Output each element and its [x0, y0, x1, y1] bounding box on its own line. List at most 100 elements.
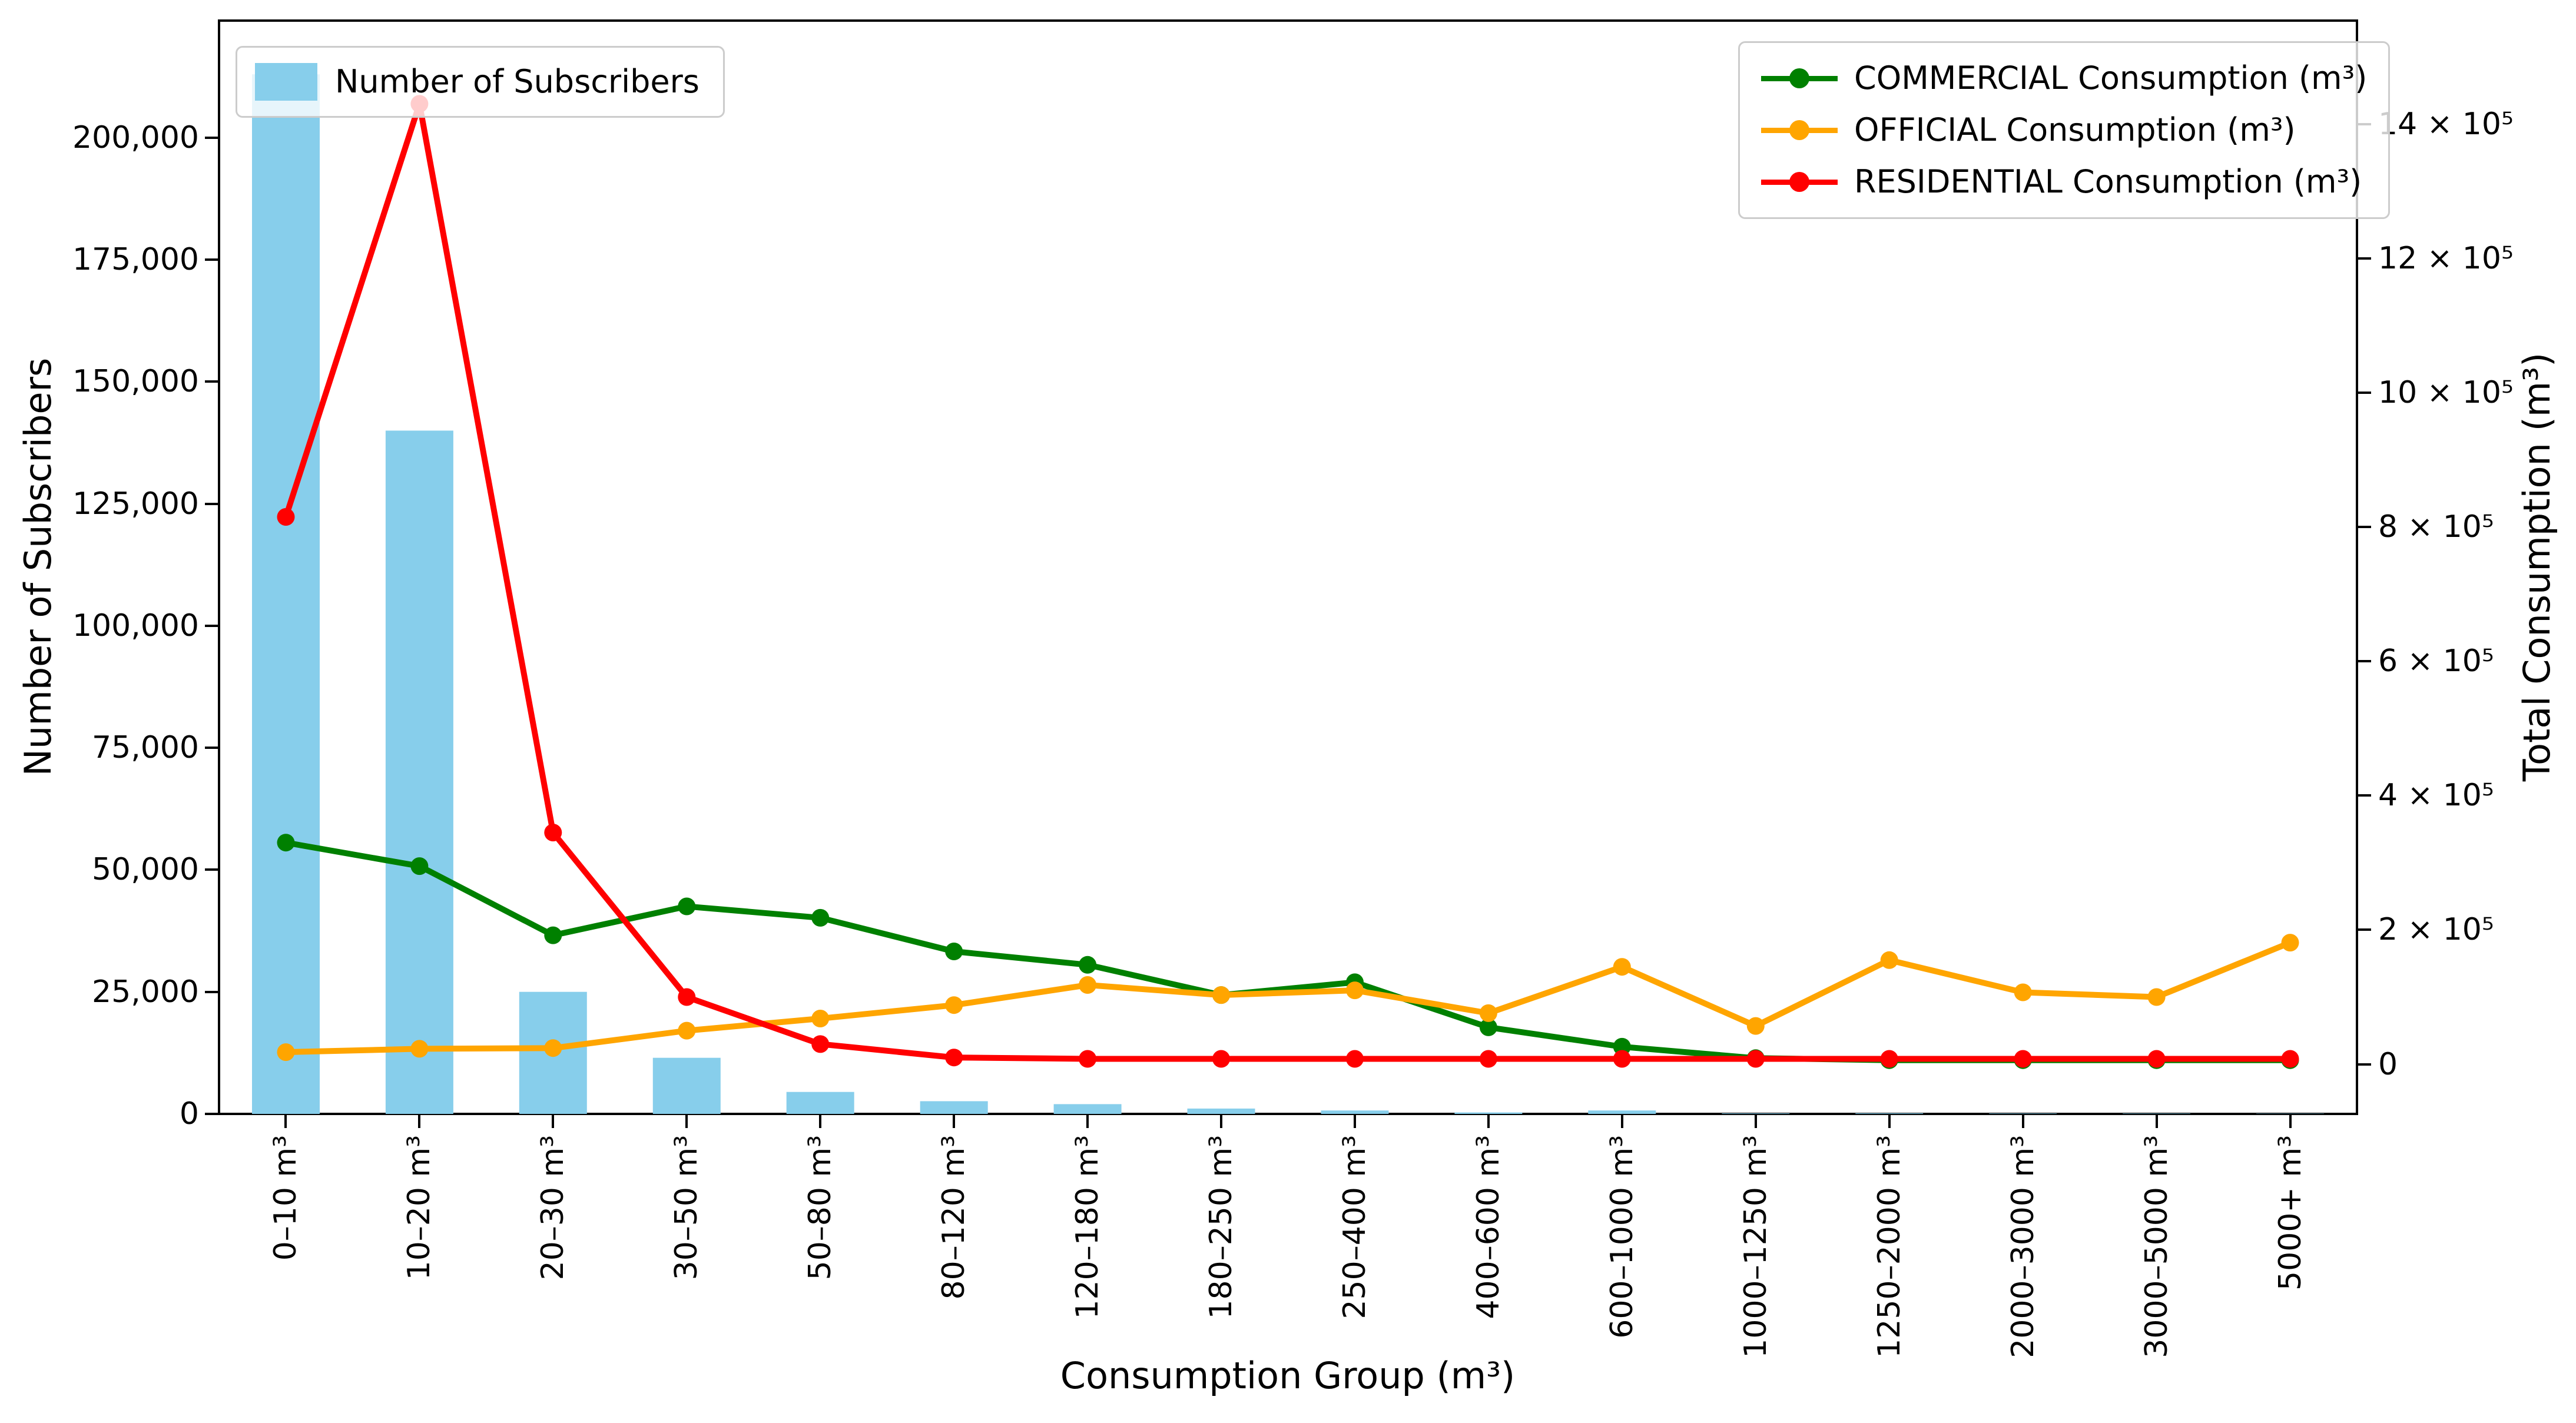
bar-14: [2123, 1113, 2191, 1114]
data-point: [1346, 981, 1364, 1000]
bar-8: [1321, 1110, 1389, 1114]
y-tick-mark-right: [2358, 391, 2371, 394]
data-point: [1613, 958, 1631, 976]
subscribers-swatch: [255, 63, 317, 101]
y-tick-label-left: 150,000: [72, 364, 199, 400]
data-point: [811, 1010, 830, 1027]
x-tick-label: 600–1000 m³: [1604, 1135, 1640, 1339]
data-point: [544, 926, 562, 944]
bar-5: [920, 1101, 988, 1114]
data-point: [1079, 956, 1097, 974]
legend-line-label: COMMERCIAL Consumption (m³): [1854, 59, 2368, 97]
y-tick-mark-right: [2358, 257, 2371, 260]
legend-dot: [1789, 172, 1809, 192]
x-tick-label: 400–600 m³: [1470, 1135, 1506, 1319]
x-tick-mark: [1620, 1115, 1623, 1128]
bar-0: [252, 74, 320, 1114]
data-point: [277, 1043, 295, 1062]
x-tick-mark: [819, 1115, 822, 1128]
x-tick-mark: [1754, 1115, 1757, 1128]
x-tick-mark: [2155, 1115, 2158, 1128]
data-point: [410, 1040, 429, 1058]
data-point: [1479, 1050, 1497, 1068]
data-point: [1212, 986, 1230, 1004]
plot-area: [218, 19, 2358, 1115]
y-tick-label-left: 75,000: [92, 730, 199, 766]
data-point: [1479, 1004, 1497, 1022]
y-tick-mark-left: [205, 136, 218, 139]
bar-13: [1989, 1113, 2057, 1114]
y-tick-label-right: 6 × 10⁵: [2378, 643, 2494, 679]
data-point: [2281, 934, 2299, 952]
y-tick-mark-right: [2358, 660, 2371, 663]
x-axis-title: Consumption Group (m³): [1060, 1354, 1516, 1397]
data-point: [2014, 983, 2032, 1001]
y-tick-label-right: 10 × 10⁵: [2378, 374, 2514, 410]
y-tick-label-right: 0: [2378, 1046, 2398, 1082]
data-point: [2014, 1050, 2032, 1068]
data-point: [1880, 1050, 1898, 1068]
y-tick-mark-left: [205, 624, 218, 627]
y-tick-mark-left: [205, 502, 218, 505]
data-point: [1212, 1050, 1230, 1068]
x-tick-label: 3000–5000 m³: [2139, 1135, 2174, 1358]
data-point: [1079, 1050, 1097, 1068]
data-point: [678, 988, 696, 1006]
data-point: [1613, 1050, 1631, 1068]
line-1: [286, 940, 2292, 1056]
x-tick-label: 1250–2000 m³: [1871, 1135, 1907, 1358]
x-tick-label: 180–250 m³: [1204, 1135, 1239, 1319]
y-tick-label-left: 200,000: [72, 120, 199, 155]
bar-9: [1454, 1112, 1523, 1114]
x-tick-mark: [1353, 1115, 1356, 1128]
y-tick-mark-left: [205, 380, 218, 383]
y-tick-label-right: 8 × 10⁵: [2378, 509, 2494, 545]
x-tick-mark: [953, 1115, 956, 1128]
legend-row-1: OFFICIAL Consumption (m³): [1761, 111, 2367, 149]
y-tick-label-left: 100,000: [72, 608, 199, 643]
y-axis-title-right: Total Consumption (m³): [2515, 352, 2558, 782]
y-tick-mark-left: [205, 868, 218, 871]
bar-4: [786, 1092, 854, 1114]
x-tick-label: 50–80 m³: [803, 1135, 838, 1281]
y-tick-mark-right: [2358, 928, 2371, 931]
legend-dot: [1789, 120, 1809, 140]
x-tick-label: 120–180 m³: [1070, 1135, 1106, 1319]
bar-10: [1588, 1110, 1656, 1114]
data-point: [2147, 1050, 2166, 1068]
data-point: [1079, 976, 1097, 994]
x-tick-mark: [418, 1115, 421, 1128]
x-tick-mark: [284, 1115, 287, 1128]
y-tick-label-right: 2 × 10⁵: [2378, 912, 2494, 948]
x-tick-label: 0–10 m³: [268, 1135, 304, 1261]
bar-3: [652, 1057, 721, 1114]
legend-consumption: COMMERCIAL Consumption (m³) OFFICIAL Cons…: [1738, 41, 2391, 219]
x-tick-label: 80–120 m³: [936, 1135, 972, 1300]
legend-row-2: RESIDENTIAL Consumption (m³): [1761, 163, 2367, 201]
y-tick-label-right: 4 × 10⁵: [2378, 778, 2494, 814]
line-marker-icon: [1761, 118, 1838, 142]
data-point: [945, 943, 963, 960]
data-point: [678, 897, 696, 916]
y-tick-mark-right: [2358, 1063, 2371, 1066]
legend-line-label: RESIDENTIAL Consumption (m³): [1854, 163, 2362, 200]
x-tick-label: 5000+ m³: [2272, 1135, 2308, 1291]
y-tick-mark-right: [2358, 526, 2371, 529]
y-tick-label-left: 0: [179, 1096, 199, 1132]
legend-subscribers-label: Number of Subscribers: [335, 63, 699, 100]
data-point: [1746, 1017, 1765, 1035]
data-point: [945, 996, 963, 1014]
line-marker-icon: [1761, 170, 1838, 194]
y-tick-mark-left: [205, 990, 218, 993]
y-tick-mark-left: [205, 1113, 218, 1115]
data-point: [811, 1035, 830, 1053]
x-tick-mark: [1487, 1115, 1490, 1128]
x-tick-mark: [1888, 1115, 1891, 1128]
legend-dot: [1789, 68, 1809, 88]
bar-7: [1187, 1108, 1255, 1114]
data-point: [678, 1021, 696, 1040]
data-point: [811, 908, 830, 927]
legend-row-0: COMMERCIAL Consumption (m³): [1761, 59, 2367, 97]
